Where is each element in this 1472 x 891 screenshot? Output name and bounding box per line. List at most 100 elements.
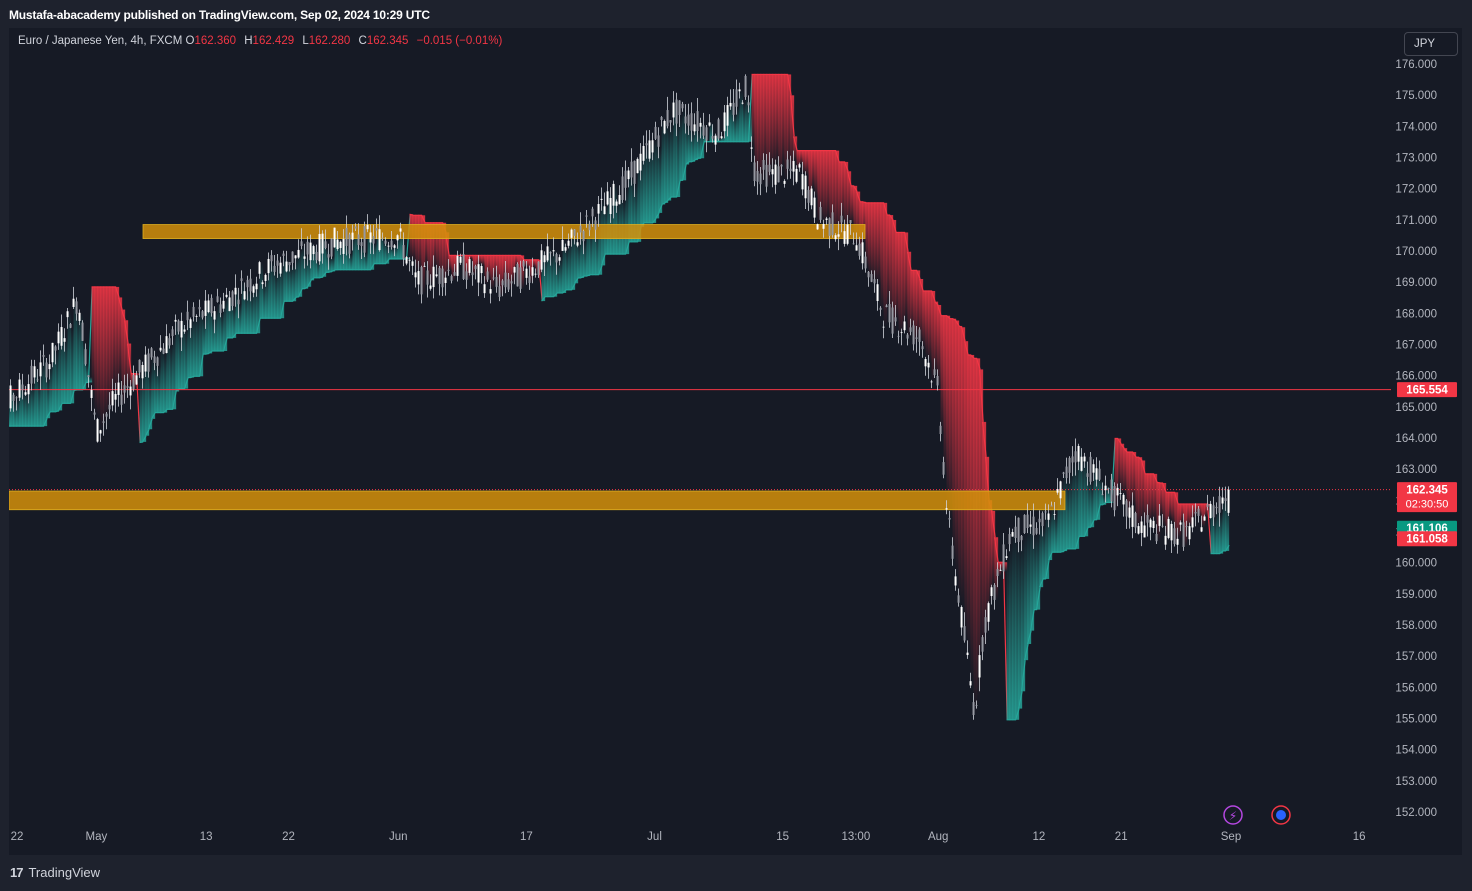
- candle-body: [18, 379, 21, 398]
- trailing-band-segment: [991, 510, 996, 588]
- trailing-band-segment: [997, 562, 1002, 577]
- trailing-stop-line: [655, 212, 660, 219]
- tradingview-logo[interactable]: 17 TradingView: [10, 865, 100, 880]
- candle-body: [570, 229, 573, 238]
- trailing-band-segment: [382, 238, 387, 264]
- candle-body: [162, 348, 165, 354]
- published-caption: Mustafa-abacademy published on TradingVi…: [9, 8, 430, 22]
- trailing-band-segment: [499, 255, 504, 297]
- trailing-stop-line: [198, 354, 204, 377]
- trailing-band-segment: [1024, 532, 1029, 661]
- candle-body: [474, 266, 477, 270]
- trailing-band-segment: [757, 74, 762, 182]
- candle-body: [762, 159, 765, 170]
- trailing-band-segment: [559, 257, 564, 293]
- price-label-text: 165.554: [1406, 385, 1448, 397]
- trailing-band-segment: [25, 392, 30, 427]
- candle-body: [234, 287, 237, 295]
- candle-body: [432, 266, 435, 288]
- trailing-band-segment: [901, 232, 906, 333]
- candle-body: [1146, 515, 1149, 523]
- trailing-band-segment: [196, 316, 201, 377]
- trailing-band-segment: [895, 232, 900, 322]
- candle-body: [693, 124, 696, 132]
- symbol-name[interactable]: Euro / Japanese Yen, 4h, FXCM: [18, 35, 183, 47]
- candle-body: [888, 304, 891, 323]
- trailing-band-segment: [763, 74, 768, 170]
- low-value: 162.280: [308, 35, 351, 47]
- currency-button[interactable]: JPY: [1404, 32, 1458, 56]
- trailing-band-segment: [301, 246, 306, 289]
- trailing-band-segment: [928, 290, 933, 363]
- trailing-band-segment: [346, 245, 351, 270]
- candle-body: [408, 259, 411, 261]
- trailing-stop-line: [891, 219, 897, 233]
- candle-body: [1101, 494, 1104, 496]
- candle-body: [144, 354, 147, 372]
- trailing-band-segment: [505, 255, 510, 288]
- trailing-band-segment: [355, 228, 360, 270]
- candle-body: [354, 226, 357, 229]
- trailing-band-segment: [343, 238, 348, 270]
- candle-body: [384, 240, 387, 244]
- candle-body: [543, 255, 546, 263]
- high-label: H: [244, 35, 253, 47]
- candle-body: [1212, 505, 1215, 518]
- candle-body: [63, 338, 66, 342]
- trailing-band-segment: [1096, 468, 1101, 520]
- trailing-band-segment: [568, 240, 573, 290]
- trailing-stop-line: [960, 327, 966, 342]
- candle-body: [936, 375, 939, 386]
- trailing-stop-line: [190, 375, 195, 379]
- candle-body: [849, 220, 852, 224]
- trailing-band-segment: [1018, 541, 1023, 709]
- trailing-band-segment: [280, 262, 285, 319]
- trailing-band-segment: [556, 262, 561, 293]
- trailing-band-segment: [418, 215, 423, 272]
- candle-body: [180, 320, 183, 338]
- candle-body: [1005, 556, 1008, 559]
- trailing-band-segment: [709, 122, 714, 142]
- trailing-stop-line: [1123, 447, 1128, 453]
- trailing-band-segment: [787, 74, 792, 169]
- candle-body: [444, 277, 447, 283]
- trailing-stop-line: [1120, 443, 1125, 449]
- trailing-band-segment: [1216, 508, 1221, 554]
- candle-body: [864, 256, 867, 269]
- trailing-band-segment: [172, 336, 177, 410]
- candle-body: [330, 238, 333, 257]
- candle-body: [399, 228, 402, 232]
- candle-body: [729, 102, 732, 107]
- candle-body: [228, 297, 231, 312]
- candle-body: [87, 375, 90, 378]
- candle-body: [357, 234, 360, 246]
- trailing-band-segment: [532, 259, 537, 268]
- trailing-band-segment: [670, 122, 675, 198]
- candle-body: [99, 430, 102, 434]
- y-tick-label: 158.000: [1395, 620, 1437, 632]
- candle-body: [1026, 514, 1029, 528]
- tradingview-mark-icon: 17: [10, 865, 24, 880]
- high-value: 162.429: [252, 35, 295, 47]
- candle-body: [465, 271, 468, 280]
- chart-plot[interactable]: 176.000 175.000 174.000 173.000 172.000 171.0…: [9, 28, 1462, 855]
- trailing-band-segment: [1159, 482, 1164, 516]
- candle-body: [1002, 544, 1005, 572]
- candle-body: [312, 246, 315, 255]
- x-tick-label: Jun: [389, 831, 408, 843]
- y-tick-label: 174.000: [1395, 121, 1437, 133]
- trailing-band-segment: [652, 140, 657, 223]
- chart-area[interactable]: 176.000 175.000 174.000 173.000 172.000 171.0…: [9, 28, 1462, 855]
- trailing-band-segment: [481, 255, 486, 266]
- trailing-stop-line: [322, 271, 327, 278]
- candle-body: [903, 321, 906, 331]
- candle-body: [1152, 520, 1155, 529]
- price-label-box: [1397, 482, 1457, 513]
- candle-body: [153, 356, 156, 363]
- candle-body: [606, 191, 609, 205]
- candle-body: [948, 517, 951, 520]
- candle-body: [594, 220, 597, 230]
- trailing-stop-line: [915, 270, 921, 280]
- trailing-band-segment: [871, 202, 876, 282]
- trailing-band-segment: [262, 282, 267, 319]
